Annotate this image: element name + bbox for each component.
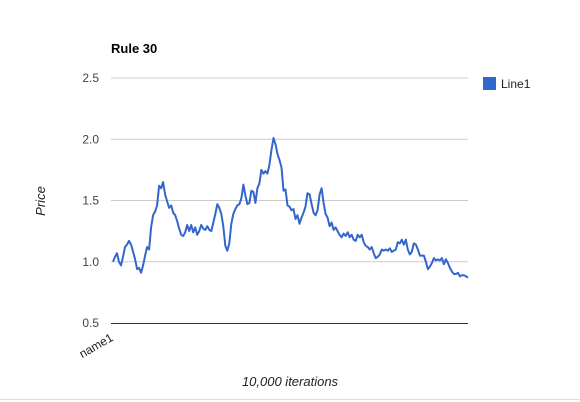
series-line-line1 [112, 137, 469, 279]
gridlines [111, 77, 468, 263]
legend-swatch-line1 [483, 77, 496, 90]
x-axis-label: 10,000 iterations [242, 374, 339, 389]
y-tick-label: 2.5 [82, 71, 99, 85]
y-tick-label: 1.5 [82, 194, 99, 208]
series-layer [112, 137, 469, 279]
y-tick-label: 1.0 [82, 255, 99, 269]
x-tick-label: name1 [77, 330, 116, 361]
y-tick-label: 0.5 [82, 316, 99, 330]
y-axis-label: Price [33, 186, 48, 216]
y-axis-tick-labels: 0.5 1.0 1.5 2.0 2.5 [82, 71, 99, 330]
legend-label-line1: Line1 [501, 77, 531, 91]
legend: Line1 [483, 77, 531, 91]
chart-title: Rule 30 [111, 41, 157, 56]
bottom-divider [0, 399, 580, 400]
y-tick-label: 2.0 [82, 132, 99, 146]
